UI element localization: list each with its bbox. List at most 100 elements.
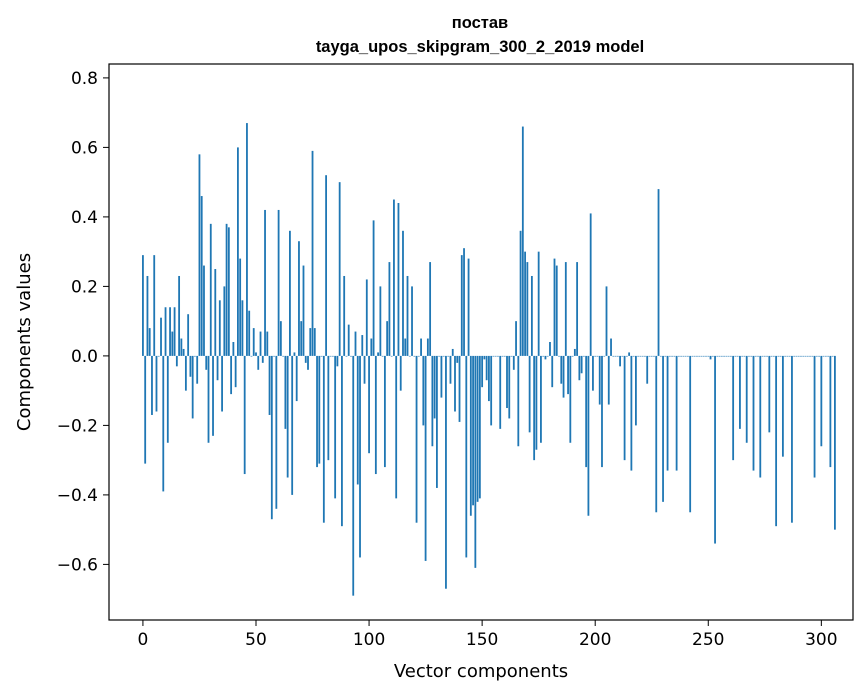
bar-211 <box>619 355 621 367</box>
bar-29 <box>207 355 210 443</box>
bar-38 <box>227 227 230 356</box>
bar-265 <box>741 355 744 357</box>
bar-214 <box>625 355 628 357</box>
x-tick-label: 0 <box>138 630 149 650</box>
bar-58 <box>273 355 275 357</box>
bar-202 <box>598 355 601 405</box>
bar-52 <box>259 331 262 356</box>
bar-278 <box>770 355 773 357</box>
bar-187 <box>564 262 567 356</box>
bar-159 <box>501 355 504 357</box>
bar-94 <box>354 331 357 356</box>
bar-167 <box>519 230 522 356</box>
bar-89 <box>343 275 346 356</box>
bar-275 <box>763 355 766 357</box>
bar-291 <box>800 355 802 357</box>
bar-11 <box>166 355 169 443</box>
bar-194 <box>580 355 583 374</box>
bar-158 <box>499 355 502 429</box>
bar-271 <box>754 355 757 357</box>
bar-280 <box>775 355 778 527</box>
bar-204 <box>603 355 606 357</box>
bar-121 <box>415 355 418 523</box>
bar-207 <box>610 338 612 356</box>
bar-3 <box>148 328 151 356</box>
bar-177 <box>542 355 545 357</box>
bar-102 <box>372 220 375 356</box>
bar-32 <box>214 269 217 356</box>
bar-31 <box>212 355 214 436</box>
bar-109 <box>388 262 391 356</box>
bar-154 <box>490 355 493 426</box>
y-tick-label: 0.6 <box>71 138 98 158</box>
bar-138 <box>454 355 456 412</box>
bar-66 <box>291 355 294 495</box>
bar-217 <box>632 355 635 357</box>
bar-268 <box>748 355 750 357</box>
bar-88 <box>341 355 343 527</box>
bar-145 <box>469 355 472 516</box>
bar-127 <box>429 262 432 356</box>
y-tick-label: −0.4 <box>57 486 98 506</box>
bar-149 <box>478 355 481 499</box>
bar-252 <box>711 355 714 357</box>
bar-222 <box>644 355 646 357</box>
bar-147 <box>474 355 477 568</box>
bar-304 <box>829 355 832 468</box>
bar-233 <box>668 355 671 357</box>
bar-85 <box>334 355 337 499</box>
bar-115 <box>402 230 404 356</box>
bar-17 <box>180 338 183 356</box>
bar-199 <box>592 355 594 391</box>
bar-119 <box>411 286 413 356</box>
bar-7 <box>157 355 160 357</box>
bar-267 <box>745 355 748 443</box>
bar-246 <box>698 355 701 357</box>
bar-219 <box>637 355 640 357</box>
bar-191 <box>573 348 576 356</box>
bar-231 <box>664 355 667 357</box>
bar-106 <box>381 355 384 357</box>
y-tick-label: 0.4 <box>71 208 98 228</box>
y-tick-label: 0.2 <box>71 277 98 297</box>
bar-8 <box>160 317 162 356</box>
bar-83 <box>329 355 332 357</box>
bar-143 <box>465 355 468 558</box>
bar-272 <box>757 355 759 357</box>
bar-46 <box>246 123 248 356</box>
bar-218 <box>635 355 637 426</box>
bar-247 <box>700 355 703 357</box>
bar-103 <box>374 355 377 475</box>
bar-72 <box>304 355 307 363</box>
bar-183 <box>555 265 558 356</box>
bar-196 <box>585 355 588 468</box>
bar-56 <box>268 355 271 415</box>
bar-101 <box>370 338 373 356</box>
bar-156 <box>494 355 497 357</box>
bar-264 <box>739 355 741 429</box>
plot-frame <box>108 63 854 621</box>
bar-14 <box>173 307 176 356</box>
bar-73 <box>307 355 309 370</box>
bar-50 <box>255 352 257 356</box>
bar-54 <box>264 209 266 356</box>
bar-139 <box>456 355 459 363</box>
x-tick-label: 300 <box>805 630 837 650</box>
y-tick-label: −0.2 <box>57 416 98 436</box>
bar-283 <box>781 355 784 457</box>
bar-63 <box>284 355 287 429</box>
bar-136 <box>449 355 452 384</box>
bar-153 <box>488 355 490 402</box>
bar-91 <box>347 324 350 356</box>
bar-33 <box>216 355 219 381</box>
bar-305 <box>831 355 834 357</box>
bar-124 <box>422 355 425 426</box>
bar-57 <box>270 355 273 520</box>
bar-118 <box>408 355 411 357</box>
bar-171 <box>528 355 531 433</box>
bar-174 <box>535 355 538 450</box>
bar-238 <box>680 355 683 357</box>
bar-61 <box>279 321 282 356</box>
bar-series <box>142 123 836 596</box>
